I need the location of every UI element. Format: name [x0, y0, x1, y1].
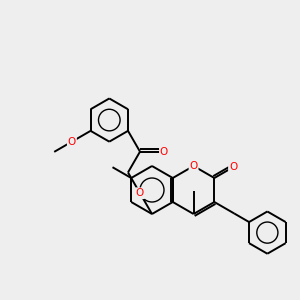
- Text: O: O: [160, 147, 168, 157]
- Text: O: O: [68, 137, 76, 147]
- Text: O: O: [189, 161, 198, 171]
- Text: O: O: [229, 162, 237, 172]
- Text: O: O: [136, 188, 144, 198]
